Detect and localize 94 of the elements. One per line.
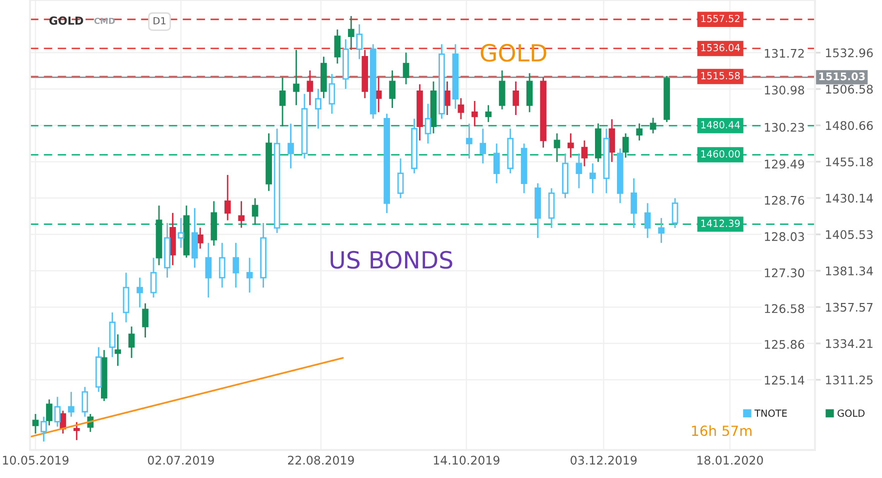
y2-tick-label: 128.76 [764, 196, 804, 205]
candlestick [650, 117, 656, 134]
candlestick [246, 257, 253, 294]
annotation: US BONDS [330, 250, 452, 269]
ref-line-label: 1515.03 [819, 72, 865, 80]
candlestick [444, 80, 450, 116]
y-tick-label: 1334.21 [826, 339, 872, 348]
candlestick [114, 334, 121, 367]
y-tick-label: 1311.25 [826, 375, 873, 384]
ref-line-label: 1536.04 [701, 44, 740, 52]
candlestick [622, 132, 629, 158]
candlestick [128, 326, 135, 359]
candlestick [178, 217, 184, 249]
legend-label: GOLD [838, 410, 865, 417]
ref-line-label: 1557.52 [701, 14, 740, 22]
x-tick-label: 02.07.2019 [148, 456, 214, 465]
candlestick [466, 122, 472, 160]
y2-tick-label: 125.86 [764, 340, 804, 349]
candlestick [485, 104, 492, 123]
candlestick [136, 276, 143, 308]
candlestick [493, 142, 500, 184]
candlestick [73, 421, 80, 441]
candlestick [658, 217, 664, 244]
annotation: GOLD [480, 44, 546, 62]
candlestick [554, 132, 560, 163]
candlestick [590, 162, 596, 194]
candlestick [389, 70, 396, 109]
candlestick [348, 15, 354, 51]
candlestick [630, 178, 638, 229]
candlestick [293, 49, 300, 106]
ref-line-label: 1480.44 [701, 121, 740, 128]
candlestick [356, 24, 363, 60]
candlestick [32, 413, 39, 434]
candlestick [334, 28, 341, 64]
y-tick-label: 1357.57 [826, 302, 873, 312]
candlestick [526, 72, 533, 113]
annotation: D1 [154, 17, 166, 24]
candlestick [471, 100, 478, 127]
candlestick [424, 103, 432, 144]
candlestick [608, 118, 616, 163]
y2-tick-label: 126.58 [764, 304, 804, 314]
y-tick-label: 1430.14 [826, 194, 873, 203]
x-tick-label: 10.05.2019 [2, 456, 68, 465]
candlestick [197, 227, 204, 250]
x-tick-label: 18.01.2020 [697, 456, 763, 465]
y2-tick-label: 128.03 [764, 232, 804, 242]
y2-tick-label: 125.14 [764, 376, 804, 385]
y-tick-label: 1480.66 [826, 121, 873, 130]
candlestick [480, 128, 486, 164]
y2-tick-label: 130.98 [764, 86, 804, 95]
candlestick [568, 132, 574, 158]
candlestick [328, 73, 336, 114]
candlestick [644, 202, 651, 239]
candlestick [46, 398, 52, 426]
y2-tick-label: 131.72 [764, 48, 804, 58]
legend-label: TNOTE [754, 410, 787, 417]
y-tick-label: 1455.18 [826, 157, 873, 166]
candlestick [576, 152, 582, 189]
candlestick [458, 97, 464, 120]
x-tick-label: 14.10.2019 [434, 456, 500, 465]
y-tick-label: 1532.96 [826, 48, 873, 58]
candlestick [306, 70, 314, 106]
annotation: 16h 57m [692, 425, 752, 436]
candlestick [279, 76, 286, 127]
y-tick-label: 1506.58 [826, 84, 873, 94]
ref-line-label: 1515.58 [701, 72, 740, 80]
candlestick [581, 140, 588, 167]
candlestick [512, 80, 519, 116]
candlestick [218, 242, 226, 288]
candlestick [315, 88, 322, 130]
candlestick [397, 158, 404, 199]
candlestick [672, 197, 678, 229]
candlestick [142, 302, 148, 338]
x-tick-label: 03.12.2019 [570, 456, 637, 465]
x-tick-label: 22.08.2019 [288, 456, 354, 465]
candlestick [402, 52, 410, 85]
candlestick [205, 242, 212, 298]
candlestick [288, 122, 294, 170]
ref-line-label: 1412.39 [701, 220, 740, 228]
candlestick [232, 242, 240, 288]
y-tick-label: 1381.34 [826, 266, 873, 276]
ref-line-label: 1460.00 [701, 150, 740, 158]
y2-tick-label: 130.23 [764, 122, 804, 132]
y2-tick-label: 129.49 [764, 160, 804, 169]
candlestick [498, 70, 506, 110]
text: GOLD [49, 16, 84, 25]
annotation: CMD [94, 18, 115, 24]
y-tick-label: 1405.53 [826, 230, 873, 240]
candlestick [636, 122, 642, 142]
y2-tick-label: 127.30 [764, 268, 804, 278]
candlestick [238, 200, 245, 228]
candlestick [252, 198, 258, 226]
candlestick [150, 257, 157, 298]
candlestick [224, 174, 231, 222]
